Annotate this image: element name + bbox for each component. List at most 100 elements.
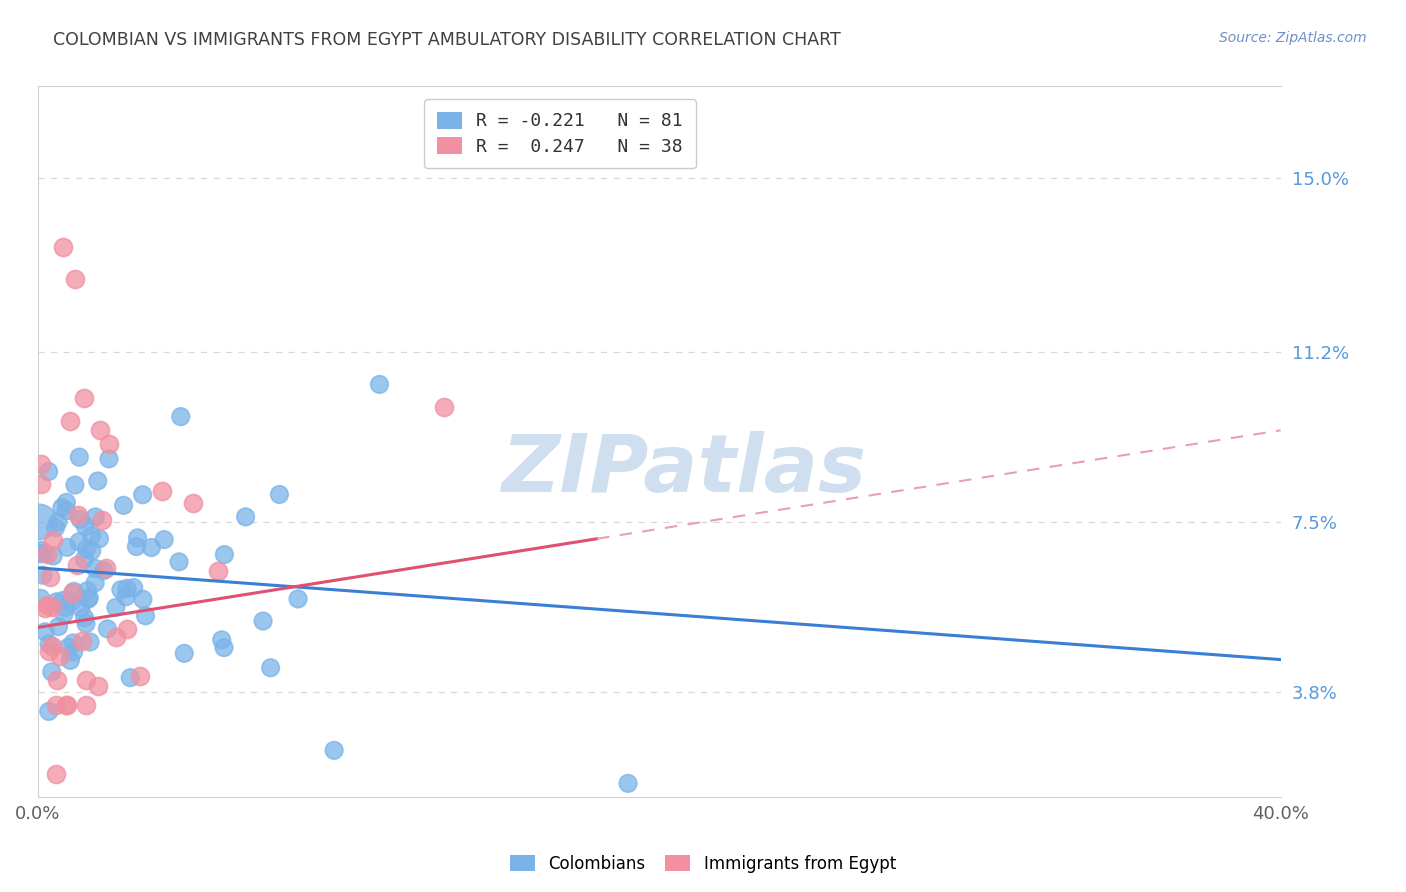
Point <box>115 590 138 604</box>
Point <box>79 635 101 649</box>
Point <box>617 776 640 790</box>
Point <box>84 561 107 575</box>
Point <box>93 564 115 578</box>
Point <box>67 534 90 549</box>
Point <box>39 570 62 584</box>
Point <box>48 619 70 633</box>
Point <box>84 510 107 524</box>
Point <box>152 483 174 498</box>
Point <box>433 400 456 414</box>
Point <box>105 631 128 645</box>
Point <box>55 495 77 509</box>
Point <box>37 598 59 612</box>
Point <box>38 644 60 658</box>
Point <box>60 586 83 600</box>
Point <box>45 673 67 687</box>
Point <box>96 622 118 636</box>
Point <box>269 487 291 501</box>
Point <box>98 437 121 451</box>
Point <box>129 669 152 683</box>
Point <box>167 555 190 569</box>
Point <box>31 543 53 558</box>
Point <box>30 547 52 561</box>
Point <box>87 474 110 488</box>
Point <box>120 671 142 685</box>
Point <box>41 600 63 615</box>
Text: COLOMBIAN VS IMMIGRANTS FROM EGYPT AMBULATORY DISABILITY CORRELATION CHART: COLOMBIAN VS IMMIGRANTS FROM EGYPT AMBUL… <box>53 31 841 49</box>
Point <box>35 547 58 561</box>
Point <box>76 583 98 598</box>
Point <box>112 499 135 513</box>
Point <box>89 532 111 546</box>
Point <box>38 705 60 719</box>
Legend: R = -0.221   N = 81, R =  0.247   N = 38: R = -0.221 N = 81, R = 0.247 N = 38 <box>423 99 696 169</box>
Point <box>104 600 127 615</box>
Point <box>77 592 100 607</box>
Point <box>73 610 96 624</box>
Point <box>80 529 103 543</box>
Point <box>214 548 236 562</box>
Point <box>30 457 52 471</box>
Point <box>207 564 229 578</box>
Point <box>46 515 69 529</box>
Point <box>94 561 117 575</box>
Point <box>59 653 82 667</box>
Point <box>127 531 149 545</box>
Point <box>51 500 73 515</box>
Point <box>45 595 67 609</box>
Point <box>181 495 204 509</box>
Point <box>45 767 67 781</box>
Point <box>79 591 101 605</box>
Point <box>41 639 63 653</box>
Point <box>87 679 110 693</box>
Point <box>75 698 97 713</box>
Point <box>42 533 65 548</box>
Point <box>70 633 93 648</box>
Point <box>368 377 391 392</box>
Point <box>84 575 107 590</box>
Point <box>115 622 138 636</box>
Point <box>38 465 60 479</box>
Point <box>62 645 84 659</box>
Point <box>49 648 72 663</box>
Point <box>32 568 55 582</box>
Point <box>53 607 76 621</box>
Point <box>131 488 153 502</box>
Point <box>42 549 65 563</box>
Point <box>323 743 346 757</box>
Point <box>259 661 281 675</box>
Point <box>132 592 155 607</box>
Point <box>30 591 52 606</box>
Point <box>30 477 52 491</box>
Point <box>134 608 156 623</box>
Point <box>65 558 87 572</box>
Point <box>55 698 77 713</box>
Point <box>32 546 55 560</box>
Point <box>170 409 193 424</box>
Point <box>125 540 148 554</box>
Point <box>73 391 96 405</box>
Point <box>98 451 121 466</box>
Point <box>173 647 195 661</box>
Point <box>211 632 233 647</box>
Point <box>141 541 163 555</box>
Point <box>63 272 86 286</box>
Point <box>287 591 309 606</box>
Point <box>69 512 91 526</box>
Point <box>45 698 67 713</box>
Point <box>89 423 111 437</box>
Point <box>212 640 235 655</box>
Point <box>80 543 103 558</box>
Point <box>66 508 89 522</box>
Legend: Colombians, Immigrants from Egypt: Colombians, Immigrants from Egypt <box>503 848 903 880</box>
Text: Source: ZipAtlas.com: Source: ZipAtlas.com <box>1219 31 1367 45</box>
Point <box>76 541 98 556</box>
Point <box>122 581 145 595</box>
Point <box>73 552 96 566</box>
Point <box>63 584 86 599</box>
Point <box>55 504 77 518</box>
Point <box>59 414 82 428</box>
Point <box>55 600 77 615</box>
Text: ZIPatlas: ZIPatlas <box>502 431 866 509</box>
Point <box>28 515 51 529</box>
